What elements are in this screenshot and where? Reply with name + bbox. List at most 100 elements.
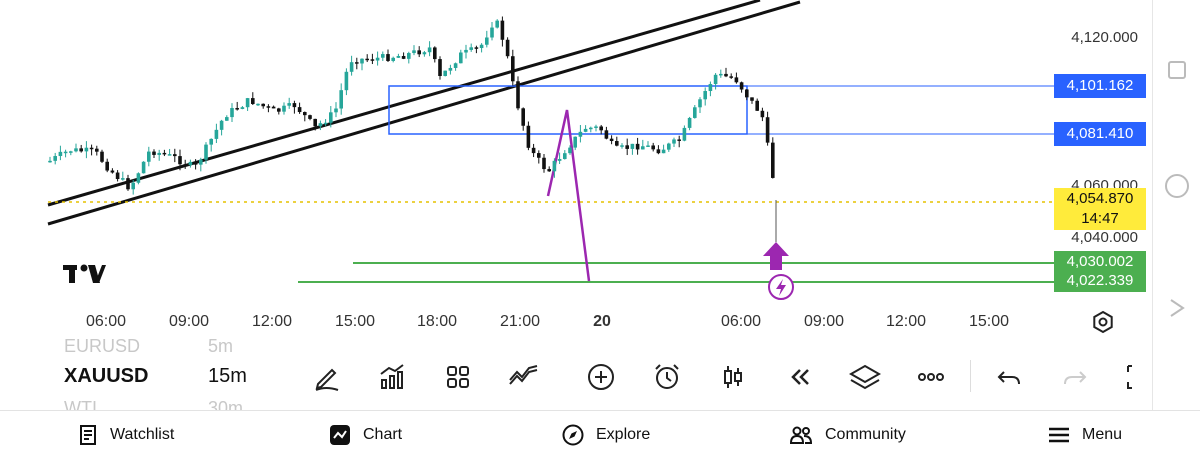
time-axis-label: 12:00	[885, 313, 927, 330]
candle-body	[219, 120, 224, 130]
alarm-icon[interactable]	[650, 360, 684, 394]
target-2-price-tag[interactable]: 4,022.339	[1054, 270, 1146, 292]
candle-body	[474, 47, 479, 49]
price-axis-label: 4,040.000	[1071, 229, 1138, 246]
time-axis-label: 15:00	[334, 313, 376, 330]
candle-body	[682, 127, 687, 141]
candle-body	[230, 108, 234, 118]
candle-body	[713, 74, 718, 85]
candle-body	[235, 108, 239, 110]
candlestick-series	[48, 16, 777, 242]
candle-body	[656, 149, 661, 154]
candle-body	[609, 138, 614, 142]
candle-body	[453, 63, 458, 68]
candle-body	[443, 70, 447, 77]
trendline-upper[interactable]	[47, 0, 761, 207]
candle-body	[256, 103, 260, 106]
candle-body	[282, 105, 286, 112]
candle-body	[105, 161, 109, 171]
candle-body	[110, 170, 115, 173]
strategy-icon[interactable]	[507, 360, 541, 394]
candle-body	[495, 20, 499, 28]
candle-body	[318, 123, 323, 127]
nav-menu-label: Menu	[1082, 426, 1123, 443]
nav-community-label: Community	[825, 426, 906, 443]
nav-chart-label: Chart	[363, 426, 403, 443]
nav-chart[interactable]: Chart	[329, 411, 402, 459]
chart-canvas[interactable]	[0, 0, 1152, 342]
indicators-icon[interactable]	[375, 360, 409, 394]
candle-body	[594, 126, 598, 128]
candle-body	[687, 117, 692, 128]
nav-community[interactable]: Community	[789, 411, 906, 459]
candle-body	[568, 147, 572, 154]
candle-body	[537, 153, 541, 158]
candle-body	[365, 58, 369, 61]
nav-explore-label: Explore	[596, 426, 651, 443]
candle-body	[641, 146, 645, 150]
candle-type-icon[interactable]	[716, 360, 750, 394]
purple-path-drawing[interactable]	[546, 109, 591, 282]
candle-body	[531, 147, 536, 154]
target-1-price-tag[interactable]: 4,030.002	[1054, 251, 1146, 273]
candle-body	[412, 50, 416, 54]
undo-icon[interactable]	[992, 360, 1026, 394]
candle-body	[511, 56, 515, 82]
time-axis-label: 06:00	[720, 313, 762, 330]
candle-body	[573, 136, 577, 148]
price-axis-label: 4,120.000	[1071, 29, 1138, 46]
timeframe-label[interactable]: 15m	[208, 365, 247, 387]
grid-icon[interactable]	[441, 360, 475, 394]
candle-body	[698, 99, 702, 108]
candle-body	[339, 90, 343, 109]
supply-zone-box[interactable]	[388, 85, 748, 135]
nav-explore[interactable]: Explore	[562, 411, 650, 459]
candle-body	[89, 147, 94, 150]
layers-icon[interactable]	[848, 360, 882, 394]
replay-icon[interactable]	[782, 360, 816, 394]
nav-watchlist[interactable]: Watchlist	[78, 411, 174, 459]
candle-body	[193, 161, 198, 165]
chart-area[interactable]: 4,120.000 4,060.000 4,040.000 4,101.162 …	[0, 0, 1152, 342]
candle-body	[126, 178, 130, 190]
back-icon[interactable]	[1170, 299, 1185, 317]
chart-settings-icon[interactable]	[1093, 310, 1113, 334]
trendline-lower[interactable]	[47, 0, 801, 226]
watchlist-ghost-timeframe: 5m	[208, 336, 234, 356]
purple-up-arrow[interactable]	[763, 242, 789, 270]
zone-top-price-tag[interactable]: 4,101.162	[1054, 74, 1146, 98]
zone-bottom-price-tag[interactable]: 4,081.410	[1054, 122, 1146, 146]
symbol-name[interactable]: XAUUSD	[64, 365, 149, 387]
fullscreen-icon[interactable]	[1118, 360, 1152, 394]
candle-body	[755, 100, 759, 111]
candle-body	[547, 169, 551, 172]
candle-body	[53, 156, 57, 161]
chart-toolbar	[0, 342, 1152, 410]
candle-body	[136, 173, 141, 183]
candle-body	[334, 108, 338, 113]
candle-body	[459, 52, 463, 64]
current-price-tag[interactable]: 4,054.870 14:47	[1054, 188, 1146, 230]
nav-menu[interactable]: Menu	[1048, 411, 1122, 459]
candle-body	[381, 54, 385, 58]
candle-body	[183, 164, 187, 166]
candle-body	[485, 37, 489, 45]
more-icon[interactable]	[914, 360, 948, 394]
candle-body	[760, 110, 765, 118]
recent-apps-icon[interactable]	[1168, 61, 1186, 79]
candle-body	[505, 39, 510, 57]
candle-body	[115, 172, 120, 180]
candle-body	[672, 139, 676, 144]
candle-body	[147, 151, 151, 162]
home-icon[interactable]	[1165, 174, 1189, 198]
candle-body	[427, 47, 432, 53]
redo-icon[interactable]	[1058, 360, 1092, 394]
candle-body	[225, 117, 229, 121]
time-axis-label: 21:00	[499, 313, 541, 330]
candle-body	[323, 122, 328, 125]
candle-body	[141, 161, 146, 174]
pencil-icon[interactable]	[310, 360, 344, 394]
candle-body	[401, 56, 406, 59]
add-icon[interactable]	[584, 360, 618, 394]
candle-body	[438, 59, 442, 77]
